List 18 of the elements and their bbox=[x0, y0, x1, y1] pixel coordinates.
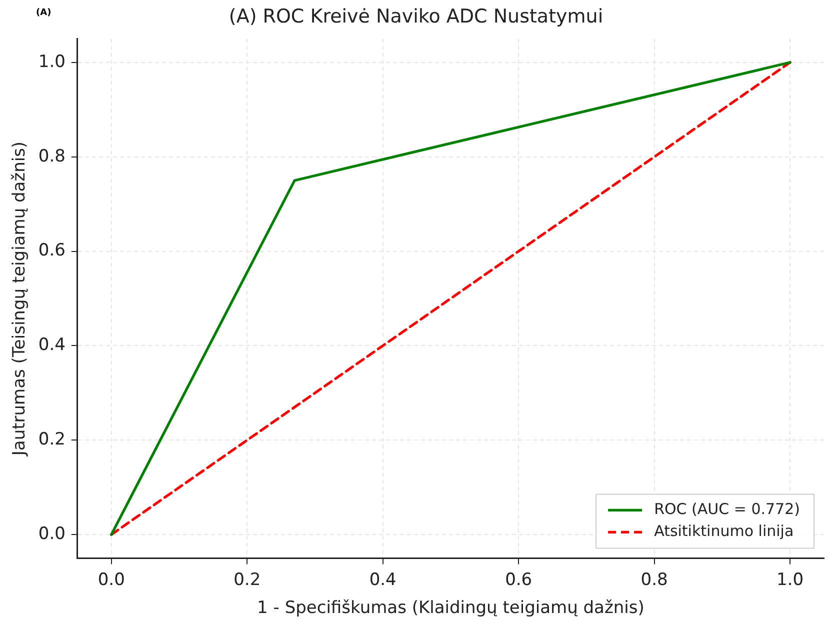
x-axis-title: 1 - Specifiškumas (Klaidingų teigiamų dažnis) bbox=[257, 598, 644, 618]
chart-title: (A) ROC Kreivė Naviko ADC Nustatymui bbox=[228, 5, 604, 28]
legend-label: Atsitiktinumo linija bbox=[654, 522, 794, 540]
y-tick-label: 0.4 bbox=[38, 335, 66, 356]
text: (A) bbox=[36, 8, 52, 18]
y-tick-label: 0.0 bbox=[38, 524, 66, 544]
legend-label: ROC (AUC = 0.772) bbox=[654, 500, 800, 518]
x-tick-label: 0.8 bbox=[640, 570, 668, 590]
x-tick-label: 1.0 bbox=[776, 570, 804, 590]
x-tick-label: 0.0 bbox=[98, 570, 125, 590]
y-tick-label: 0.8 bbox=[38, 146, 66, 166]
y-tick-label: 0.6 bbox=[38, 240, 66, 261]
x-tick-label: 0.6 bbox=[505, 570, 532, 590]
y-tick-label: 1.0 bbox=[38, 52, 66, 72]
y-axis-title: Jautrumas (Teisingų teigiamų dažnis) bbox=[10, 141, 30, 457]
x-tick-label: 0.2 bbox=[234, 570, 261, 590]
x-tick-label: 0.4 bbox=[369, 570, 396, 590]
y-tick-label: 0.2 bbox=[38, 430, 66, 450]
